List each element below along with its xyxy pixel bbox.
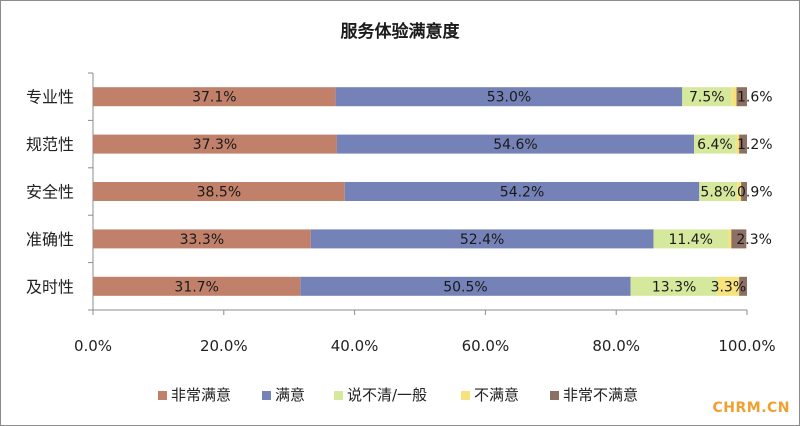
data-label: 54.6% [493, 137, 537, 153]
data-label: 33.3% [180, 232, 224, 248]
bar-segment [739, 276, 747, 296]
bar-segment [731, 229, 747, 249]
data-label: 31.7% [174, 279, 218, 295]
bar-segment [653, 229, 729, 249]
bar-segment [741, 182, 747, 201]
bar-segment [717, 276, 740, 296]
bar-segment [336, 134, 695, 154]
data-label: 1.2% [737, 137, 773, 153]
data-label: 52.4% [460, 232, 504, 248]
legend-label: 非常满意 [171, 386, 231, 404]
x-tick-label: 40.0% [331, 337, 379, 355]
data-label: 37.1% [192, 90, 236, 106]
legend-swatch [550, 391, 559, 400]
bar-segment [93, 134, 337, 154]
legend-swatch [158, 391, 167, 400]
legend-label: 非常不满意 [563, 386, 638, 404]
data-label: 37.3% [193, 137, 237, 153]
bar-segment [310, 229, 654, 249]
x-tick-label: 80.0% [592, 337, 640, 355]
data-label: 50.5% [443, 279, 487, 295]
data-label: 13.3% [652, 279, 696, 295]
bar-segment [737, 182, 742, 201]
x-tick-label: 60.0% [462, 337, 510, 355]
bar-segment [335, 87, 683, 107]
data-label: 0.9% [737, 185, 773, 201]
data-label: 7.5% [689, 90, 725, 106]
data-label: 3.3% [711, 279, 747, 295]
data-label: 2.3% [736, 232, 772, 248]
bar-segment [728, 229, 732, 249]
bar-segment [93, 276, 301, 296]
category-label: 准确性 [26, 230, 74, 249]
data-label: 1.6% [737, 90, 773, 106]
bar-segment [300, 276, 631, 296]
category-label: 规范性 [26, 135, 74, 154]
bar-segment [344, 182, 700, 201]
data-label: 54.2% [500, 185, 544, 201]
bar-segment [736, 87, 747, 107]
x-tick-label: 100.0% [718, 337, 775, 355]
legend-label: 不满意 [474, 386, 519, 404]
bar-segment [93, 182, 345, 201]
watermark-logo: CHRM.CN [712, 400, 790, 416]
x-tick-label: 20.0% [200, 337, 248, 355]
bar-segment [93, 87, 336, 107]
category-label: 安全性 [26, 183, 74, 202]
category-label: 及时性 [26, 277, 74, 296]
legend-swatch [461, 391, 470, 400]
data-label: 6.4% [697, 137, 733, 153]
data-label: 38.5% [197, 185, 241, 201]
legend-label: 满意 [275, 386, 305, 404]
data-label: 5.8% [700, 185, 736, 201]
legend-label: 说不清/一般 [347, 386, 427, 404]
bar-segment [93, 229, 311, 249]
legend-swatch [334, 391, 343, 400]
x-tick-label: 0.0% [74, 337, 112, 355]
bar-segment [699, 182, 738, 201]
bar-segment [694, 134, 736, 154]
category-label: 专业性 [26, 88, 74, 107]
data-label: 53.0% [487, 90, 531, 106]
bar-segment [630, 276, 718, 296]
data-label: 11.4% [669, 232, 713, 248]
legend-swatch [262, 391, 271, 400]
chart-title: 服务体验满意度 [341, 21, 461, 42]
bar-segment [739, 134, 747, 154]
bar-segment [731, 87, 737, 107]
bar-segment [682, 87, 732, 107]
bar-segment [735, 134, 740, 154]
